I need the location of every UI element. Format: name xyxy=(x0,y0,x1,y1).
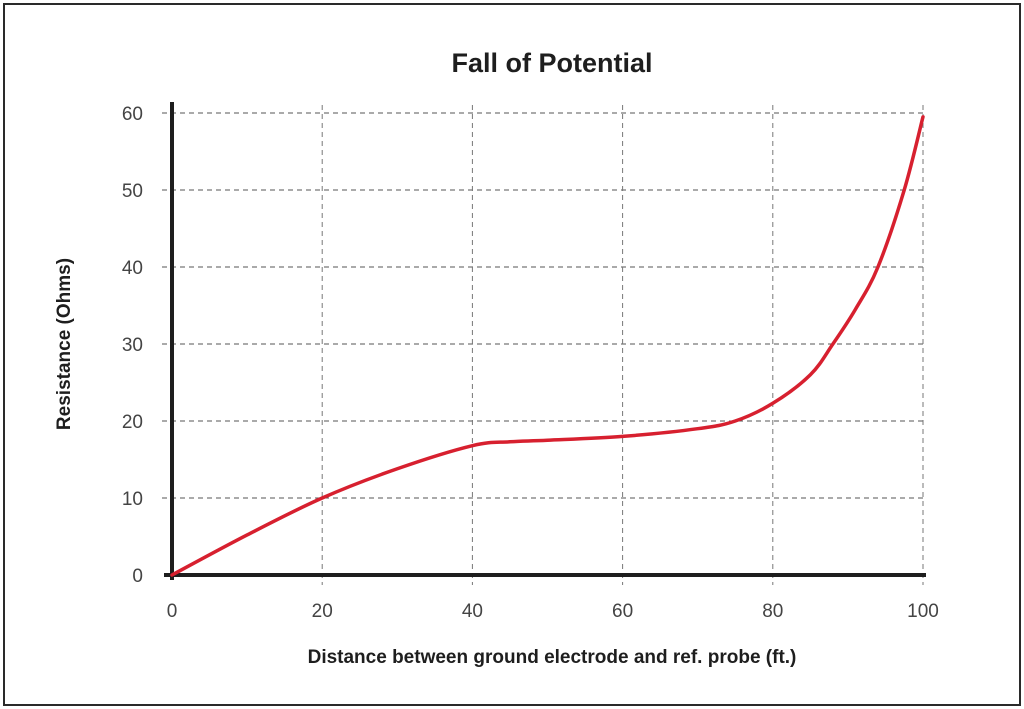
chart-title: Fall of Potential xyxy=(451,48,652,78)
tick-labels: 0 10 20 30 40 50 60 0 20 40 60 80 100 xyxy=(122,104,939,622)
x-axis-label: Distance between ground electrode and re… xyxy=(308,647,797,668)
grid-lines xyxy=(162,105,926,585)
x-tick-label: 40 xyxy=(462,601,483,622)
y-axis-label: Resistance (Ohms) xyxy=(54,258,75,430)
y-tick-label: 40 xyxy=(122,258,143,279)
y-tick-label: 60 xyxy=(122,104,143,125)
y-tick-label: 20 xyxy=(122,412,143,433)
x-tick-label: 20 xyxy=(312,601,333,622)
x-tick-label: 80 xyxy=(762,601,783,622)
y-tick-label: 50 xyxy=(122,181,143,202)
y-tick-label: 30 xyxy=(122,335,143,356)
x-tick-label: 100 xyxy=(907,601,939,622)
y-tick-label: 10 xyxy=(122,489,143,510)
x-tick-label: 0 xyxy=(167,601,178,622)
y-tick-label: 0 xyxy=(132,566,143,587)
resistance-curve xyxy=(170,115,925,577)
x-tick-label: 60 xyxy=(612,601,633,622)
